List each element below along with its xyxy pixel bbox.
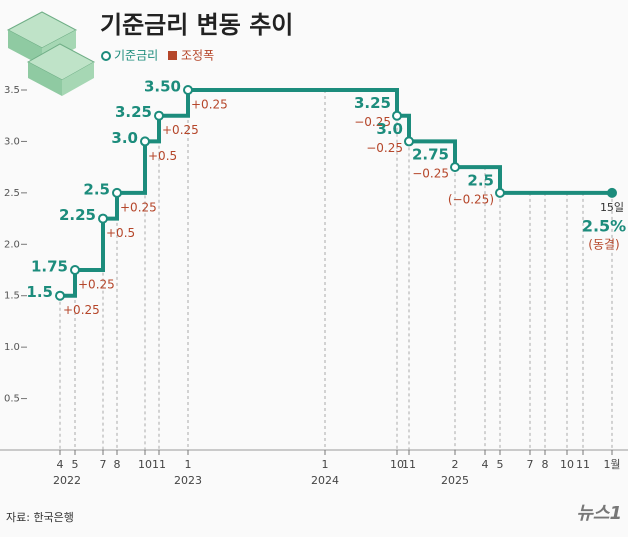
- rate-label: 2.5: [467, 171, 494, 189]
- year-label: 2022: [53, 474, 81, 487]
- rate-label: 3.25: [115, 103, 152, 121]
- rate-point: [607, 187, 617, 198]
- change-label: +0.25: [191, 98, 228, 112]
- x-tick-label: 1월: [603, 458, 620, 471]
- change-label: +0.25: [162, 123, 199, 137]
- rate-label: 2.25: [59, 206, 96, 224]
- x-tick-label: 1: [322, 458, 329, 471]
- source: 자료: 한국은행: [6, 511, 74, 524]
- rate-label: 3.50: [144, 78, 181, 96]
- rate-point: [70, 265, 80, 275]
- change-label: −0.25: [366, 141, 403, 155]
- chart-title: 기준금리 변동 추이: [100, 11, 293, 39]
- rate-label: 3.0: [111, 129, 138, 147]
- change-label: +0.5: [148, 149, 177, 163]
- rate-point: [392, 110, 402, 121]
- x-tick-label: 7: [527, 458, 534, 471]
- rate-point: [55, 290, 65, 301]
- x-tick-label: 1: [185, 458, 192, 471]
- logo: 뉴스1: [576, 503, 622, 524]
- y-tick-label: 0.5: [4, 394, 20, 405]
- rate-point: [450, 162, 460, 173]
- x-tick-label: 11: [576, 458, 590, 471]
- rate-point: [404, 136, 414, 147]
- rate-label: 1.5: [26, 283, 53, 301]
- x-tick-label: 5: [72, 458, 79, 471]
- legend-label: 기준금리: [114, 49, 158, 63]
- year-label: 2025: [441, 474, 469, 487]
- year-label: 2024: [311, 474, 339, 487]
- x-tick-label: 8: [114, 458, 121, 471]
- x-tick-label: 10: [560, 458, 574, 471]
- rate-point: [183, 85, 193, 95]
- rate-label: 2.5: [83, 180, 110, 198]
- change-label: +0.25: [120, 200, 157, 214]
- x-tick-label: 11: [152, 458, 166, 471]
- y-tick-label: 2.0: [4, 239, 20, 250]
- legend-swatch: [168, 51, 177, 60]
- rate-point: [154, 110, 164, 121]
- x-tick-label: 5: [497, 458, 504, 471]
- rate-label: 3.25: [354, 94, 391, 112]
- x-tick-label: 2: [452, 458, 459, 471]
- y-tick-label: 3.5: [4, 85, 20, 96]
- legend-swatch: [101, 51, 111, 61]
- change-label: −0.25: [412, 167, 449, 181]
- change-label: +0.5: [106, 226, 135, 240]
- rate-line: [60, 88, 612, 298]
- rate-point: [112, 187, 122, 198]
- rate-label: 2.5%: [582, 216, 626, 235]
- change-label: (동결): [588, 237, 619, 251]
- x-tick-label: 10: [138, 458, 152, 471]
- rate-point: [495, 187, 505, 198]
- x-tick-label: 8: [542, 458, 549, 471]
- change-label: −0.25: [354, 115, 391, 129]
- y-tick-label: 2.5: [4, 188, 20, 199]
- x-tick-label: 10: [390, 458, 404, 471]
- rate-label: 3.0: [376, 120, 403, 138]
- x-tick-label: 4: [57, 458, 64, 471]
- year-label: 2023: [174, 474, 202, 487]
- rate-point: [98, 213, 108, 224]
- rate-label: 2.75: [412, 146, 449, 164]
- legend-label: 조정폭: [181, 49, 214, 63]
- money-icon: [6, 11, 96, 96]
- rate-label: 1.75: [31, 258, 68, 276]
- change-label: +0.25: [78, 278, 115, 292]
- annotation: 15일: [600, 200, 624, 214]
- y-tick-label: 3.0: [4, 136, 20, 147]
- y-tick-label: 1.5: [4, 291, 20, 302]
- rate-point: [140, 136, 150, 147]
- y-tick-label: 1.0: [4, 342, 20, 353]
- change-label: +0.25: [63, 303, 100, 317]
- x-tick-label: 7: [100, 458, 107, 471]
- change-label: (−0.25): [448, 192, 494, 206]
- x-tick-label: 11: [402, 458, 416, 471]
- x-tick-label: 4: [482, 458, 489, 471]
